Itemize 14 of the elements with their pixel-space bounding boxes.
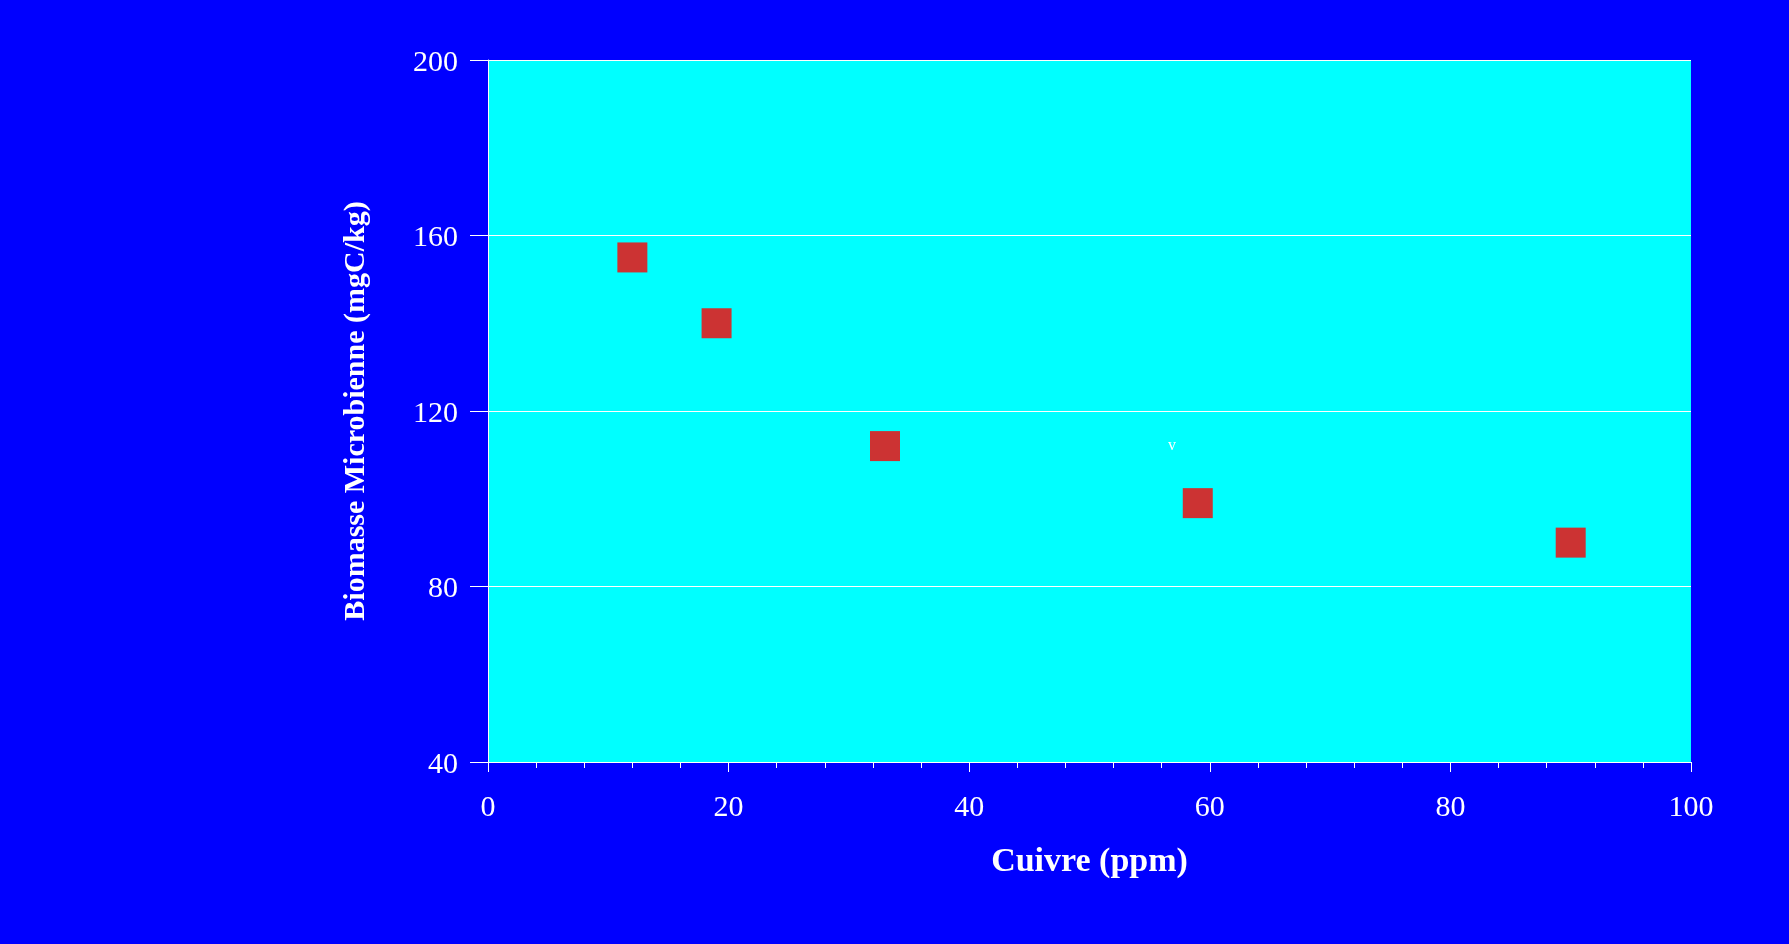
x-tick-label: 80 [1435,788,1466,822]
y-tick-label: 120 [413,394,458,428]
y-tick-label: 40 [428,745,458,779]
x-tick-label: 20 [713,788,744,822]
x-axis-title: Cuivre (ppm) [991,840,1188,879]
x-tick-label: 60 [1194,788,1225,822]
x-tick-label: 100 [1668,788,1714,822]
y-tick-label: 160 [413,219,458,252]
x-tick-label: 40 [954,788,985,822]
y-tick-label: 200 [413,43,458,77]
y-axis-title: Biomasse Microbienne (mgC/kg) [336,201,371,621]
x-tick-label: 0 [480,788,496,822]
y-tick-label: 80 [428,570,458,603]
annotation: v [1168,435,1176,453]
